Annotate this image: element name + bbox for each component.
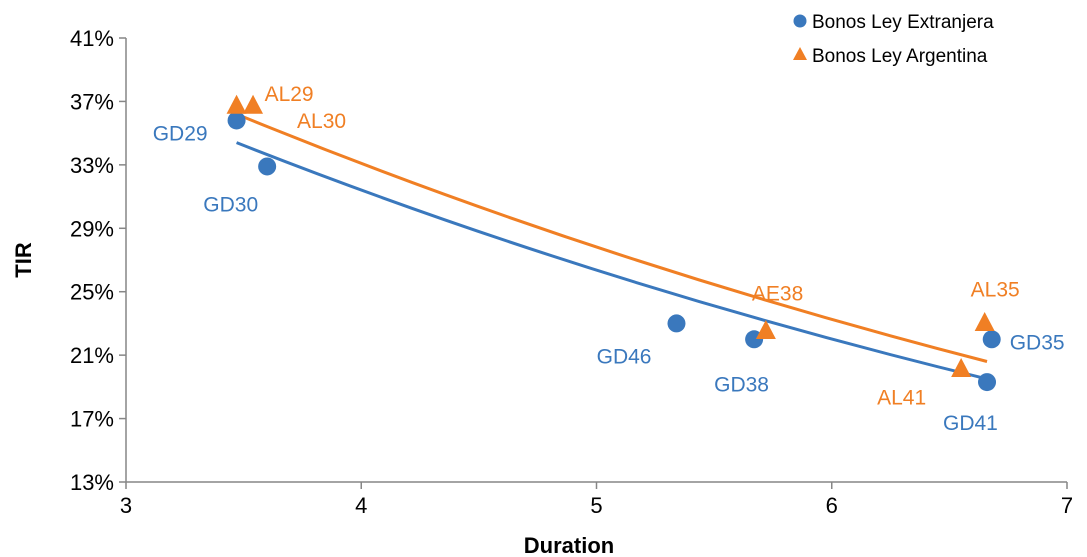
x-tick-label: 5	[590, 493, 602, 518]
marker-gd30	[258, 157, 277, 176]
point-label-gd38: GD38	[714, 373, 769, 396]
legend-label-extranjera: Bonos Ley Extranjera	[812, 12, 994, 33]
y-tick-label: 29%	[70, 216, 114, 241]
legend-label-argentina: Bonos Ley Argentina	[812, 46, 988, 67]
x-tick-label: 7	[1061, 493, 1073, 518]
y-tick-label: 25%	[70, 280, 114, 305]
point-labels: GD29 GD30 GD46 GD38 GD35 GD41 AL29 AL30 AE38 AL35…	[153, 83, 1065, 435]
y-tick-label: 17%	[70, 407, 114, 432]
data-markers	[226, 94, 1001, 392]
legend-marker-extranjera	[793, 14, 807, 28]
y-tick-label: 37%	[70, 89, 114, 114]
point-label-gd30: GD30	[203, 193, 258, 216]
x-axis-title: Duration	[524, 533, 614, 557]
point-label-al41: AL41	[877, 386, 926, 409]
trendlines	[235, 112, 988, 381]
y-axis-title: TIR	[11, 242, 36, 278]
point-label-gd41: GD41	[943, 412, 998, 435]
point-label-al35: AL35	[971, 278, 1020, 301]
x-tick-label: 6	[826, 493, 838, 518]
point-label-al29: AL29	[265, 83, 314, 106]
trendline-argentina	[235, 112, 988, 363]
marker-al30	[243, 94, 264, 114]
marker-gd46	[667, 314, 686, 333]
x-tick-label: 4	[355, 493, 367, 518]
x-axis-ticks: 3 4 5 6 7	[120, 482, 1073, 518]
marker-ae38	[755, 319, 776, 339]
legend-marker-argentina	[793, 47, 807, 60]
y-tick-label: 21%	[70, 343, 114, 368]
legend: Bonos Ley Extranjera Bonos Ley Argentina	[793, 12, 994, 67]
marker-gd41	[978, 373, 997, 392]
marker-gd35	[982, 330, 1001, 349]
point-label-al30: AL30	[297, 110, 346, 133]
marker-gd29	[227, 111, 246, 130]
point-label-gd35: GD35	[1010, 331, 1065, 354]
y-tick-label: 41%	[70, 26, 114, 51]
x-tick-label: 3	[120, 493, 132, 518]
marker-al41	[951, 358, 972, 378]
y-tick-label: 33%	[70, 153, 114, 178]
marker-al29	[226, 94, 247, 114]
point-label-ae38: AE38	[752, 282, 803, 305]
trendline-extranjera	[236, 141, 988, 381]
point-label-gd46: GD46	[597, 345, 652, 368]
y-axis-ticks: 13% 17% 21% 25% 29% 33% 37% 41%	[70, 26, 126, 495]
marker-al35	[974, 312, 995, 332]
y-tick-label: 13%	[70, 470, 114, 495]
point-label-gd29: GD29	[153, 122, 208, 145]
